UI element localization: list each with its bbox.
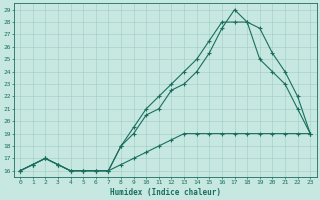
X-axis label: Humidex (Indice chaleur): Humidex (Indice chaleur): [110, 188, 220, 197]
